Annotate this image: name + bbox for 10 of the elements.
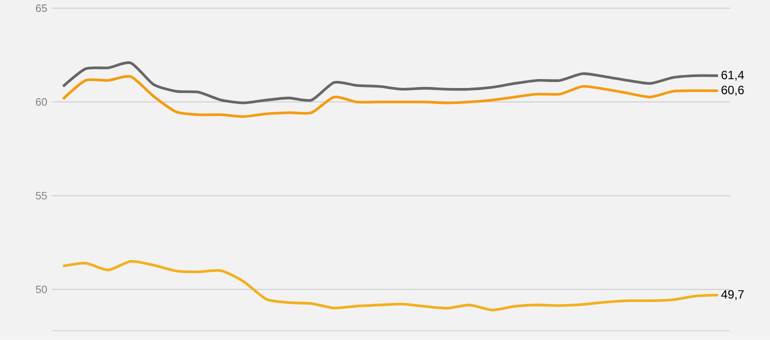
y-tick-label: 65	[36, 4, 47, 12]
line-series	[62, 61, 720, 104]
data-label: 49,7	[721, 290, 744, 300]
data-label: 60,6	[722, 86, 744, 96]
line-series	[62, 260, 720, 312]
y-tick-label: 60	[36, 98, 47, 106]
y-tick-label: 50	[36, 286, 47, 294]
data-label: 61,4	[722, 70, 744, 81]
y-tick-label: 55	[36, 192, 47, 200]
line-series	[62, 75, 720, 118]
